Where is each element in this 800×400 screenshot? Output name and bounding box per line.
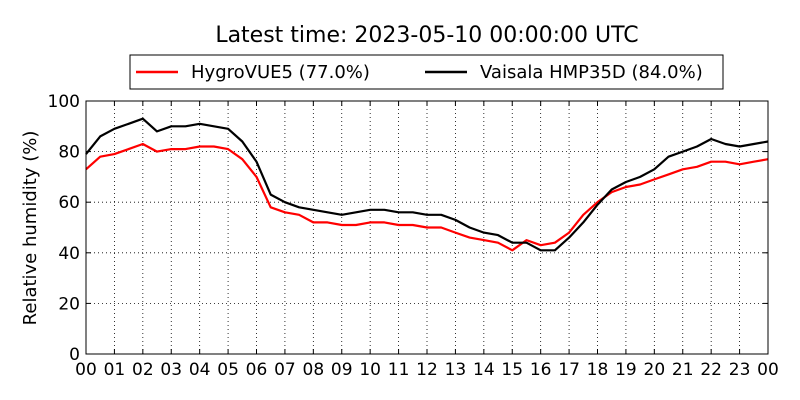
series-line-1 <box>85 117 769 252</box>
chart-title: Latest time: 2023-05-10 00:00:00 UTC <box>215 23 638 48</box>
x-tick-label: 21 <box>672 360 694 380</box>
x-tick-label: 20 <box>644 360 666 380</box>
x-tick-label: 08 <box>303 360 325 380</box>
y-tick-label: 80 <box>58 143 80 163</box>
x-tick-label: 11 <box>388 360 410 380</box>
legend-label-0: HygroVUE5 (77.0%) <box>191 62 370 83</box>
x-tick-label: 03 <box>160 360 182 380</box>
legend-label-1: Vaisala HMP35D (84.0%) <box>480 62 703 83</box>
y-tick-label: 40 <box>58 244 80 264</box>
legend: HygroVUE5 (77.0%) Vaisala HMP35D (84.0%) <box>129 54 724 90</box>
y-tick-label: 0 <box>69 345 80 365</box>
x-tick-label: 00 <box>75 360 97 380</box>
x-tick-label: 22 <box>700 360 722 380</box>
ticks: 00 01 02 03 04 05 06 07 08 09 10 11 12 13 14 15 16 17 18 19… <box>48 92 779 380</box>
y-tick-label: 20 <box>58 294 80 314</box>
grid <box>86 101 768 354</box>
y-axis-label: Relative humidity (%) <box>20 131 41 326</box>
y-tick-label: 60 <box>58 193 80 213</box>
x-tick-label: 16 <box>530 360 552 380</box>
x-tick-label: 00 <box>757 360 779 380</box>
x-tick-label: 23 <box>729 360 751 380</box>
x-tick-label: 15 <box>501 360 523 380</box>
x-tick-label: 07 <box>274 360 296 380</box>
x-tick-label: 01 <box>104 360 126 380</box>
series-group <box>85 117 769 252</box>
x-tick-label: 13 <box>445 360 467 380</box>
x-tick-label: 04 <box>189 360 211 380</box>
series-line-0 <box>85 142 769 252</box>
x-tick-label: 09 <box>331 360 353 380</box>
x-tick-label: 19 <box>615 360 637 380</box>
x-tick-label: 02 <box>132 360 154 380</box>
x-tick-label: 10 <box>359 360 381 380</box>
x-tick-label: 05 <box>217 360 239 380</box>
x-tick-label: 18 <box>587 360 609 380</box>
x-tick-label: 12 <box>416 360 438 380</box>
x-tick-label: 17 <box>558 360 580 380</box>
y-tick-label: 100 <box>48 92 80 112</box>
x-tick-label: 06 <box>246 360 268 380</box>
x-tick-label: 14 <box>473 360 495 380</box>
